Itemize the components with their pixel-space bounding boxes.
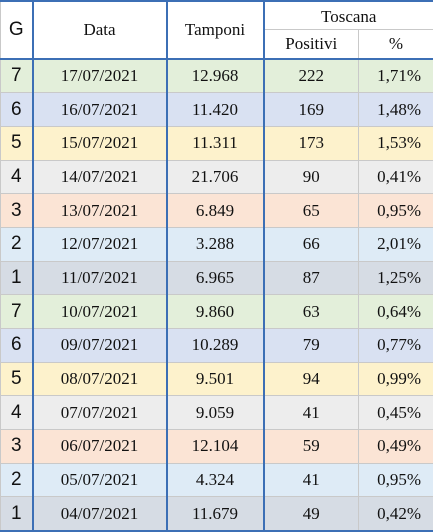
- cell-data: 06/07/2021: [33, 430, 167, 464]
- cell-g: 5: [1, 362, 33, 396]
- cell-positivi: 90: [264, 160, 359, 194]
- cell-g: 4: [1, 396, 33, 430]
- cell-data: 13/07/2021: [33, 194, 167, 228]
- cell-g: 7: [1, 59, 33, 93]
- cell-positivi: 41: [264, 463, 359, 497]
- cell-percent: 1,71%: [359, 59, 433, 93]
- header-tamponi: Tamponi: [167, 1, 264, 59]
- cell-percent: 0,45%: [359, 396, 433, 430]
- cell-data: 08/07/2021: [33, 362, 167, 396]
- cell-positivi: 94: [264, 362, 359, 396]
- header-region: Toscana: [264, 1, 433, 29]
- cell-percent: 0,99%: [359, 362, 433, 396]
- cell-tamponi: 10.289: [167, 329, 264, 363]
- cell-positivi: 173: [264, 126, 359, 160]
- cell-g: 2: [1, 227, 33, 261]
- cell-tamponi: 9.501: [167, 362, 264, 396]
- cell-tamponi: 9.860: [167, 295, 264, 329]
- cell-data: 12/07/2021: [33, 227, 167, 261]
- cell-percent: 0,95%: [359, 194, 433, 228]
- table-header: G Data Tamponi Toscana Positivi %: [1, 1, 433, 59]
- cell-g: 3: [1, 194, 33, 228]
- cell-tamponi: 21.706: [167, 160, 264, 194]
- cell-positivi: 79: [264, 329, 359, 363]
- cell-positivi: 59: [264, 430, 359, 464]
- cell-g: 4: [1, 160, 33, 194]
- cell-tamponi: 12.104: [167, 430, 264, 464]
- cell-positivi: 65: [264, 194, 359, 228]
- cell-positivi: 63: [264, 295, 359, 329]
- cell-positivi: 66: [264, 227, 359, 261]
- cell-tamponi: 6.849: [167, 194, 264, 228]
- cell-tamponi: 12.968: [167, 59, 264, 93]
- cell-percent: 0,95%: [359, 463, 433, 497]
- cell-tamponi: 9.059: [167, 396, 264, 430]
- cell-data: 10/07/2021: [33, 295, 167, 329]
- cell-data: 16/07/2021: [33, 93, 167, 127]
- cell-g: 5: [1, 126, 33, 160]
- cell-percent: 1,48%: [359, 93, 433, 127]
- cell-percent: 0,77%: [359, 329, 433, 363]
- cell-data: 14/07/2021: [33, 160, 167, 194]
- cell-g: 1: [1, 497, 33, 531]
- cell-tamponi: 3.288: [167, 227, 264, 261]
- cell-tamponi: 6.965: [167, 261, 264, 295]
- cell-tamponi: 11.679: [167, 497, 264, 531]
- cell-g: 2: [1, 463, 33, 497]
- cell-data: 05/07/2021: [33, 463, 167, 497]
- cell-percent: 0,49%: [359, 430, 433, 464]
- cell-g: 1: [1, 261, 33, 295]
- cell-percent: 1,25%: [359, 261, 433, 295]
- cell-percent: 0,64%: [359, 295, 433, 329]
- cell-data: 17/07/2021: [33, 59, 167, 93]
- cell-positivi: 41: [264, 396, 359, 430]
- header-g: G: [1, 1, 33, 59]
- cell-g: 3: [1, 430, 33, 464]
- cell-data: 07/07/2021: [33, 396, 167, 430]
- header-percent: %: [359, 29, 433, 59]
- cell-g: 6: [1, 329, 33, 363]
- header-data: Data: [33, 1, 167, 59]
- cell-percent: 2,01%: [359, 227, 433, 261]
- cell-percent: 1,53%: [359, 126, 433, 160]
- cell-positivi: 49: [264, 497, 359, 531]
- cell-g: 7: [1, 295, 33, 329]
- cell-data: 09/07/2021: [33, 329, 167, 363]
- cell-data: 15/07/2021: [33, 126, 167, 160]
- cell-tamponi: 11.420: [167, 93, 264, 127]
- cell-percent: 0,42%: [359, 497, 433, 531]
- header-positivi: Positivi: [264, 29, 359, 59]
- cell-tamponi: 11.311: [167, 126, 264, 160]
- cell-positivi: 87: [264, 261, 359, 295]
- cell-percent: 0,41%: [359, 160, 433, 194]
- cell-g: 6: [1, 93, 33, 127]
- cell-positivi: 169: [264, 93, 359, 127]
- cell-positivi: 222: [264, 59, 359, 93]
- cell-data: 04/07/2021: [33, 497, 167, 531]
- cell-data: 11/07/2021: [33, 261, 167, 295]
- cell-tamponi: 4.324: [167, 463, 264, 497]
